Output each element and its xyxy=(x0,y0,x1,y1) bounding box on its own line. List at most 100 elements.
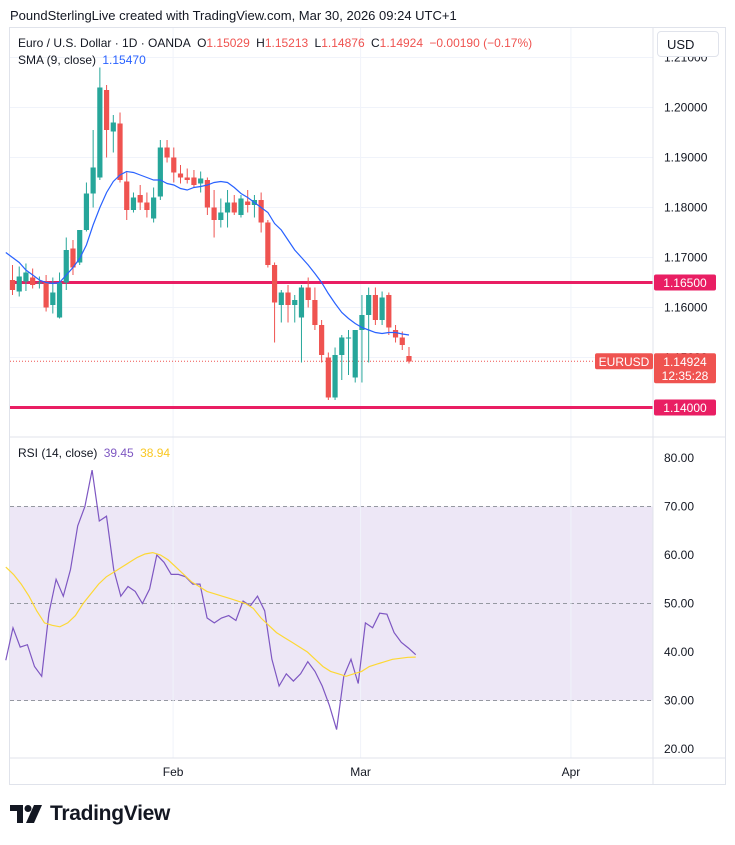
candle xyxy=(191,170,197,188)
candle-body xyxy=(399,337,405,345)
candle-body xyxy=(124,181,130,210)
price-tick-label: 1.18000 xyxy=(664,201,708,215)
candle xyxy=(218,198,224,228)
candle-body xyxy=(238,198,244,215)
open-label: O xyxy=(197,36,207,50)
candle-body xyxy=(30,277,36,285)
candle xyxy=(339,335,345,380)
last-price-label: 1.14924 xyxy=(663,355,707,369)
candle-body xyxy=(36,282,42,284)
change-value: −0.00190 (−0.17%) xyxy=(429,36,533,50)
candle xyxy=(271,262,278,343)
candle-body xyxy=(231,202,237,213)
candle-body xyxy=(83,193,90,230)
symbol-title[interactable]: Euro / U.S. Dollar · 1D · OANDA xyxy=(18,36,191,50)
candle xyxy=(224,190,231,228)
sma-legend: SMA (9, close) 1.15470 xyxy=(18,53,149,67)
candle-body xyxy=(23,272,29,282)
candle-body xyxy=(319,325,325,355)
candle xyxy=(110,115,116,153)
currency-button[interactable]: USD xyxy=(657,31,719,57)
ohlc-legend: Euro / U.S. Dollar · 1D · OANDA O1.15029… xyxy=(18,36,535,50)
high-value: 1.15213 xyxy=(264,36,309,50)
last-price-tag xyxy=(654,353,716,384)
symbol-tag xyxy=(595,353,653,370)
candle-body xyxy=(325,357,331,398)
candle-body xyxy=(164,147,170,158)
candle-body xyxy=(406,356,412,362)
brand-name: TradingView xyxy=(50,802,171,825)
candle-body xyxy=(70,248,76,268)
candle xyxy=(23,263,29,291)
price-tick-label: 1.16000 xyxy=(664,301,708,315)
candle-body xyxy=(352,330,358,378)
price-level-label: 1.14000 xyxy=(663,401,707,415)
candle xyxy=(285,285,291,323)
candle xyxy=(312,287,318,330)
price-tick-label: 1.20000 xyxy=(664,101,708,115)
candle-body xyxy=(184,177,190,180)
rsi-value: 39.45 xyxy=(103,446,134,460)
rsi-tick-label: 50.00 xyxy=(664,597,694,611)
candle xyxy=(56,272,63,319)
candle-body xyxy=(265,222,271,265)
candle xyxy=(265,220,271,268)
candle-body xyxy=(97,87,103,178)
candle xyxy=(345,330,352,375)
rsi-tick-label: 70.00 xyxy=(664,500,694,514)
candle-body xyxy=(218,212,224,220)
price-tick-label: 1.17000 xyxy=(664,251,708,265)
candle xyxy=(9,265,16,295)
chart-attribution: PoundSterlingLive created with TradingVi… xyxy=(10,8,457,23)
candle xyxy=(30,268,36,289)
candle-body xyxy=(224,202,231,213)
candle xyxy=(386,292,392,335)
candle-body xyxy=(171,157,177,173)
candle-body xyxy=(245,201,251,205)
candle-body xyxy=(298,287,305,318)
candle-body xyxy=(204,180,210,208)
candle-body xyxy=(103,90,110,130)
candle xyxy=(83,182,90,232)
tradingview-logo-icon xyxy=(10,805,42,823)
candle xyxy=(103,85,110,158)
candle xyxy=(124,172,130,220)
candle-body xyxy=(339,337,345,355)
price-level-tag xyxy=(654,274,716,291)
sma-label[interactable]: SMA (9, close) xyxy=(18,53,97,67)
candle xyxy=(366,287,372,363)
candle-body xyxy=(177,173,184,178)
candle xyxy=(332,347,338,400)
candle-body xyxy=(117,123,123,180)
candle-body xyxy=(198,178,204,184)
candle-body xyxy=(258,200,264,223)
chart-frame xyxy=(9,27,726,785)
candle xyxy=(157,140,163,200)
candle xyxy=(251,195,258,218)
candle xyxy=(245,190,251,213)
candle xyxy=(130,192,137,213)
candle-body xyxy=(130,197,137,210)
price-level-label: 1.16500 xyxy=(663,276,707,290)
candle-body xyxy=(285,292,291,305)
time-tick-label: Mar xyxy=(350,765,371,779)
candle xyxy=(298,285,305,363)
candle xyxy=(292,295,298,323)
high-label: H xyxy=(256,36,265,50)
candle xyxy=(63,237,69,290)
candle xyxy=(198,171,204,193)
candle-body xyxy=(345,337,352,339)
candle xyxy=(90,130,96,208)
candle xyxy=(258,192,264,233)
candle xyxy=(211,190,217,238)
open-value: 1.15029 xyxy=(206,36,250,50)
candle-body xyxy=(90,167,96,194)
low-label: L xyxy=(314,36,322,50)
candle-body xyxy=(305,287,311,300)
rsi-label[interactable]: RSI (14, close) xyxy=(18,446,98,460)
candle xyxy=(379,291,385,325)
candle xyxy=(177,165,184,184)
candle xyxy=(406,347,412,364)
tradingview-logo[interactable]: TradingView xyxy=(10,802,170,826)
